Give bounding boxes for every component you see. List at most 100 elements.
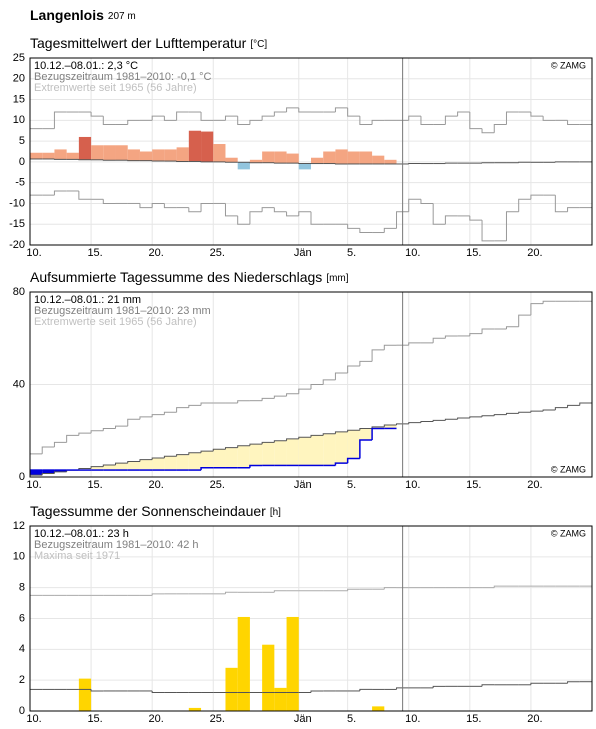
extreme-max-line xyxy=(151,115,165,121)
normal-line xyxy=(542,409,556,412)
bar xyxy=(384,159,397,164)
x-tick-label: 20. xyxy=(527,713,542,725)
observed-line xyxy=(371,427,385,440)
extreme-max-line xyxy=(481,128,495,134)
normal-line xyxy=(396,423,409,425)
normal-line xyxy=(432,685,446,688)
extreme-min-line xyxy=(505,211,519,241)
credit: © ZAMG xyxy=(551,60,586,70)
y-tick-label: -20 xyxy=(9,239,25,251)
extreme-max-line xyxy=(273,111,287,117)
extreme-min-line xyxy=(383,227,397,233)
extreme-min-line xyxy=(530,194,544,200)
extreme-max-line xyxy=(457,111,470,117)
chart-panel: Tagessumme der Sonnenscheindauer [h] 0 2 4 6 8… xyxy=(13,503,593,725)
normal-line xyxy=(102,464,116,467)
x-tick-label: 20. xyxy=(149,479,164,491)
x-tick-label: 15. xyxy=(466,713,481,725)
normal-line xyxy=(359,427,373,431)
extreme-max-line xyxy=(322,379,336,385)
difference-bar xyxy=(42,470,55,474)
extreme-max-line xyxy=(53,441,67,447)
extreme-max-line xyxy=(66,434,79,443)
normal-line xyxy=(530,682,544,685)
bar xyxy=(188,130,202,162)
normal-line xyxy=(334,431,348,434)
extreme-max-line xyxy=(347,588,360,591)
extreme-min-line xyxy=(420,199,434,204)
normal-line xyxy=(481,684,495,687)
extreme-min-line xyxy=(432,203,446,225)
normal-line xyxy=(200,450,214,453)
extreme-max-line xyxy=(542,300,556,304)
bar xyxy=(152,149,165,162)
difference-bar xyxy=(164,456,177,471)
extreme-min-line xyxy=(151,202,165,208)
extreme-max-line xyxy=(90,430,104,434)
normal-line xyxy=(224,447,238,450)
difference-bar xyxy=(323,433,336,466)
normal-line xyxy=(554,407,568,410)
extreme-min-line xyxy=(286,211,299,217)
title-text: Tagesmittelwert der Lufttemperatur xyxy=(30,35,247,51)
chart-panel: Aufsummierte Tagessumme des Niederschlag… xyxy=(13,269,593,491)
chart-title: Tagesmittelwert der Lufttemperatur [°C] xyxy=(30,35,267,51)
normal-line xyxy=(567,681,580,684)
normal-line xyxy=(151,457,165,460)
bar xyxy=(262,151,275,163)
y-tick-label: 20 xyxy=(13,73,25,85)
normal-line xyxy=(139,459,153,462)
extreme-max-line xyxy=(237,116,250,125)
extreme-max-line xyxy=(359,360,373,366)
extreme-max-line xyxy=(261,115,275,121)
difference-bar xyxy=(249,444,263,466)
extreme-min-line xyxy=(273,207,287,213)
y-tick-label: 25 xyxy=(13,52,25,64)
extreme-max-line xyxy=(432,337,446,343)
normal-line xyxy=(273,440,287,443)
extreme-max-line xyxy=(115,425,128,429)
difference-bar xyxy=(127,461,140,471)
extreme-min-line xyxy=(481,220,495,242)
x-tick-label: 10. xyxy=(405,479,420,491)
x-tick-label: 15. xyxy=(87,713,102,725)
normal-line xyxy=(530,410,544,413)
extreme-max-line xyxy=(176,111,189,121)
normal-line xyxy=(359,688,373,691)
y-tick-label: 0 xyxy=(19,156,25,168)
extreme-max-line xyxy=(273,590,287,593)
chart-panel: Tagesmittelwert der Lufttemperatur [°C] -2… xyxy=(9,35,593,259)
normal-line xyxy=(432,419,446,422)
extreme-max-line xyxy=(200,402,214,406)
extreme-min-line xyxy=(139,203,153,209)
extreme-max-line xyxy=(530,112,544,117)
normal-line xyxy=(347,429,360,432)
normal-line xyxy=(469,416,483,419)
difference-bar xyxy=(286,438,299,466)
bar xyxy=(311,157,324,164)
extreme-min-line xyxy=(261,207,275,212)
extreme-min-line xyxy=(408,198,421,212)
extreme-max-line xyxy=(188,404,202,408)
extreme-max-line xyxy=(151,414,165,417)
difference-bar xyxy=(225,447,238,468)
x-tick-label: 10. xyxy=(26,713,41,725)
y-tick-label: 40 xyxy=(13,378,25,390)
normal-line xyxy=(53,471,67,474)
annotation: Bezugszeitraum 1981–2010: 42 h xyxy=(34,539,199,551)
x-tick-label: 5. xyxy=(347,247,356,259)
difference-bar xyxy=(311,435,324,466)
normal-line xyxy=(481,415,495,417)
extreme-max-line xyxy=(298,388,311,394)
extreme-max-line xyxy=(237,400,250,403)
y-tick-label: 8 xyxy=(19,582,25,594)
annotation: Bezugszeitraum 1981–2010: -0,1 °C xyxy=(34,71,212,83)
extreme-max-line xyxy=(286,393,299,397)
bar xyxy=(164,149,177,162)
bar xyxy=(335,149,348,164)
bar xyxy=(237,616,250,711)
observed-line xyxy=(249,464,263,468)
x-tick-label: Jän xyxy=(294,479,312,491)
plot-frame xyxy=(29,57,593,246)
annotation: 10.12.–08.01.: 2,3 °C xyxy=(34,60,138,72)
